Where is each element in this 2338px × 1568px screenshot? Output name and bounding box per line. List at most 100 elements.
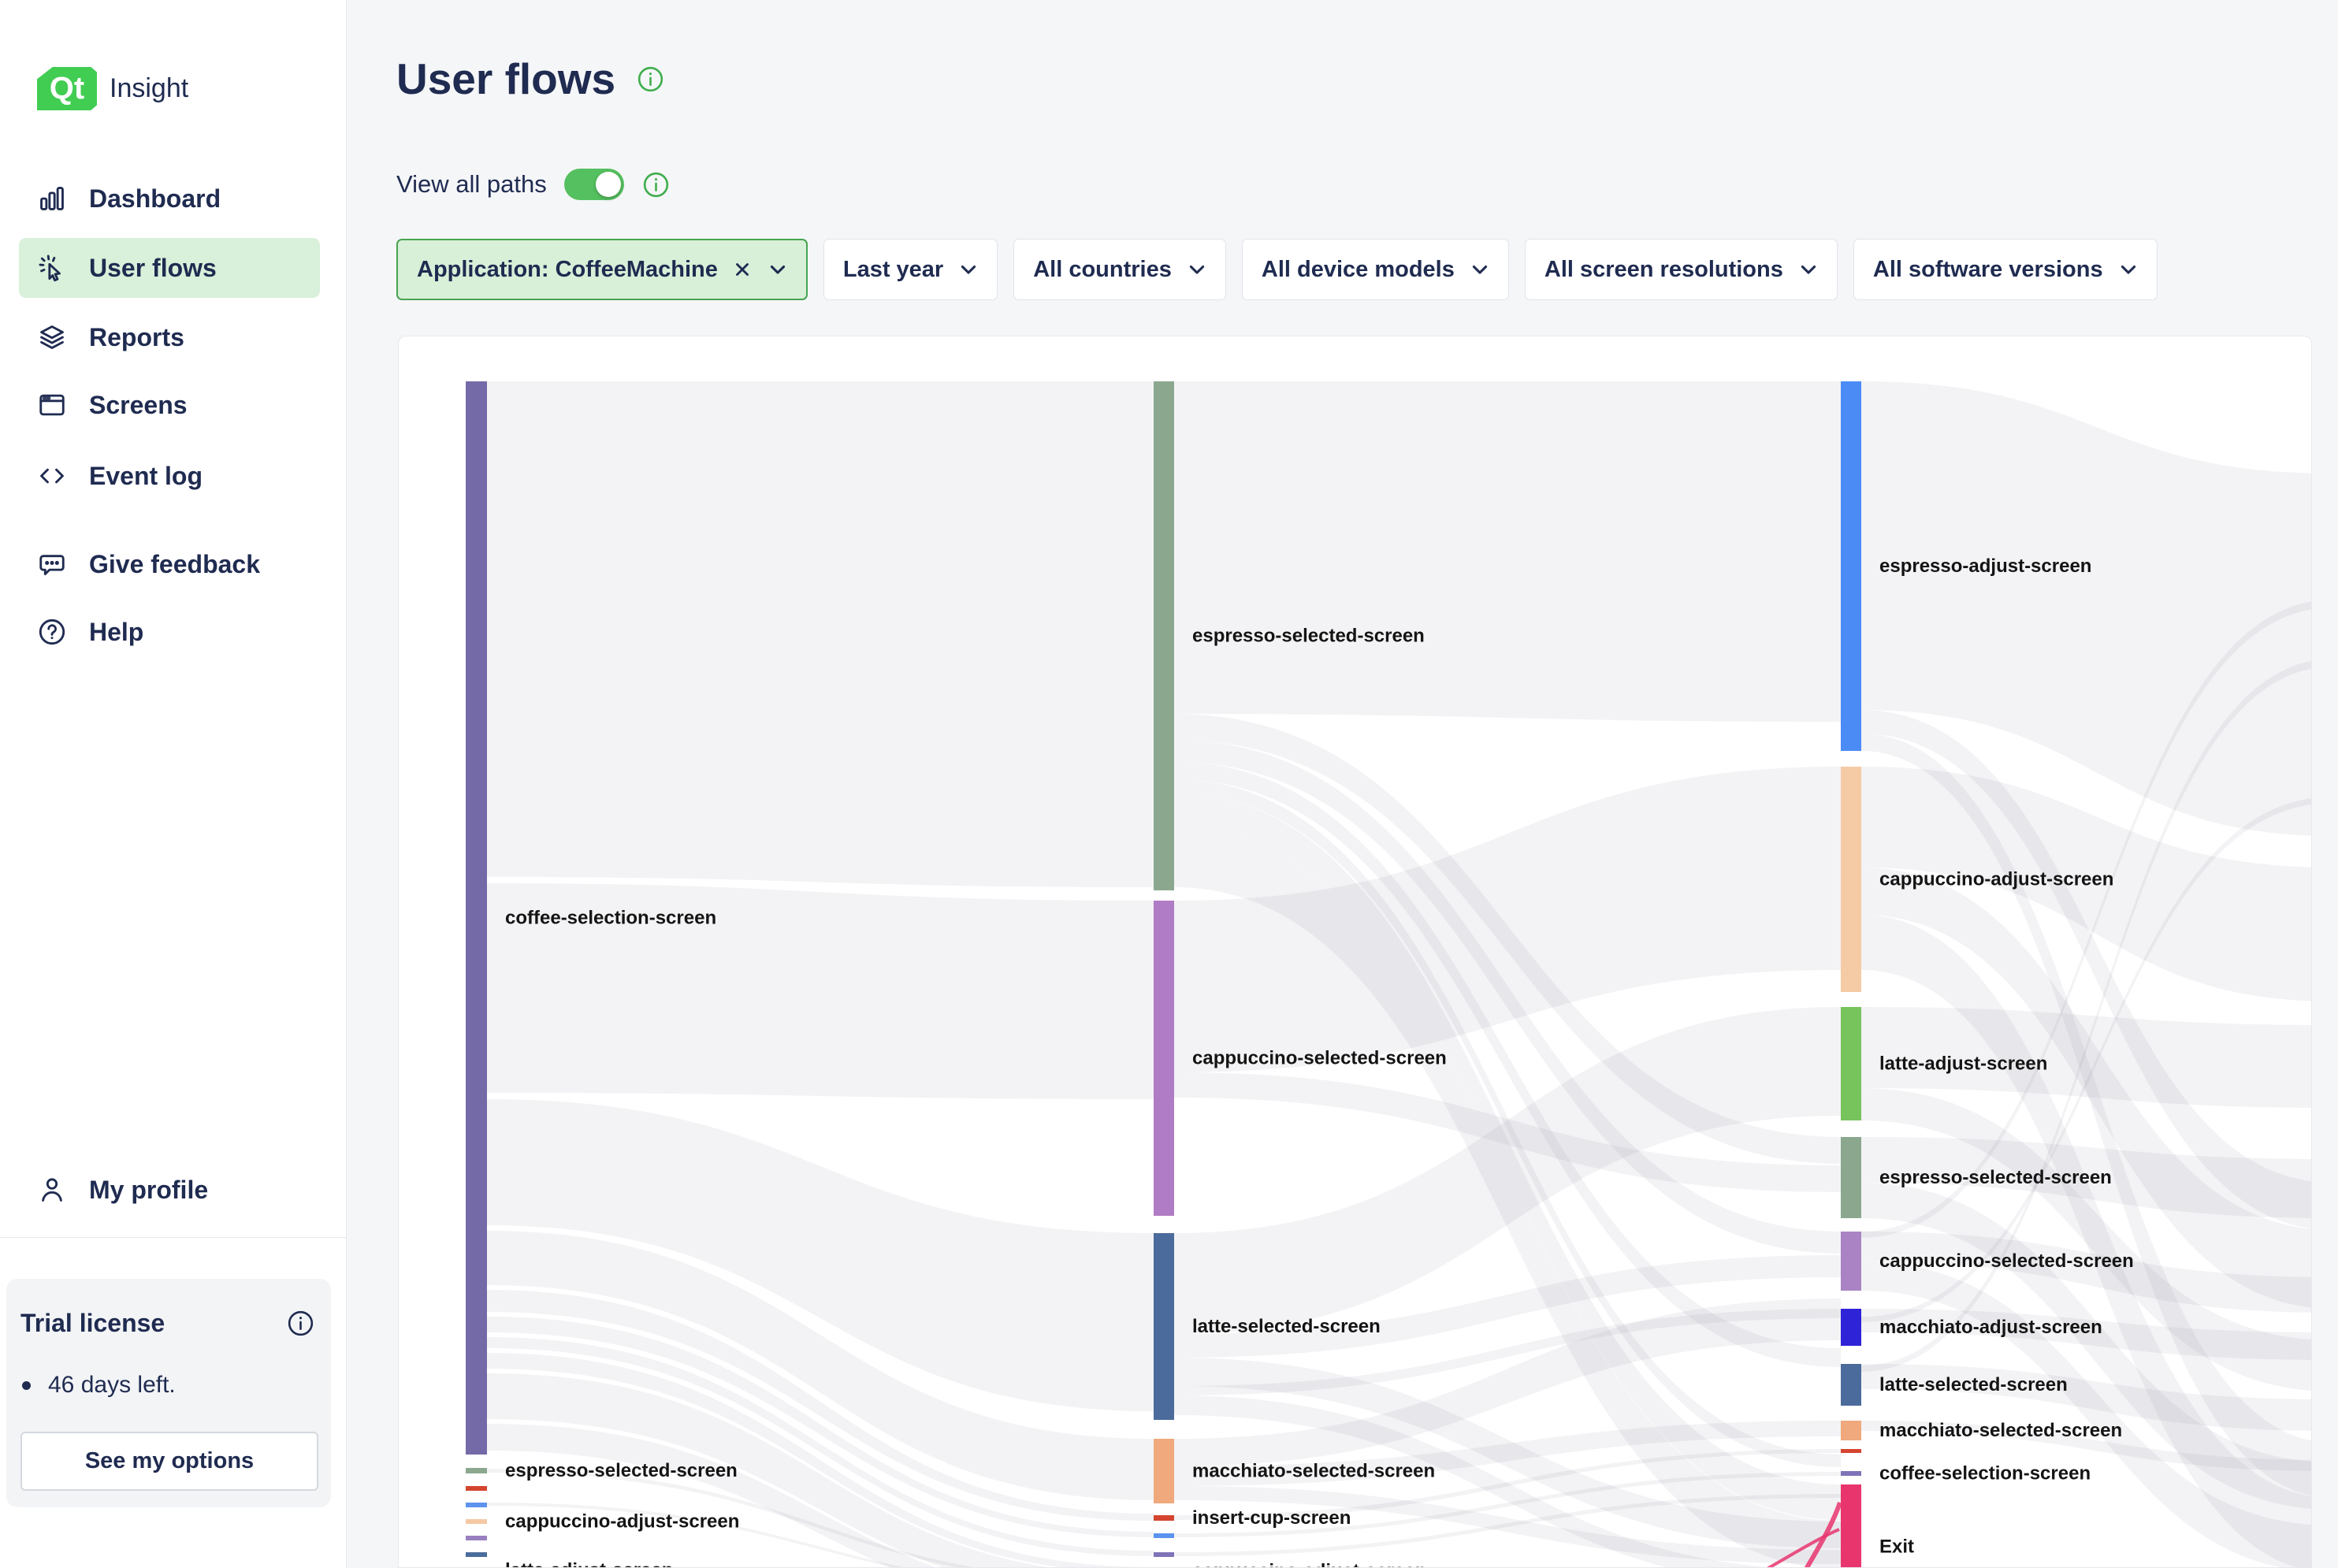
sankey-link[interactable] [487,1373,1154,1568]
sankey-node[interactable] [1841,1421,1861,1440]
sidebar-item-dashboard[interactable]: Dashboard [0,169,347,229]
sankey-link[interactable] [1174,1255,1841,1358]
sankey-link[interactable] [1861,767,2312,1001]
sankey-link[interactable] [1174,1007,1841,1334]
sankey-node-label: latte-adjust-screen [1879,1053,2047,1075]
sankey-node[interactable] [1154,1552,1174,1557]
sankey-link[interactable] [1174,1421,1841,1486]
sankey-link[interactable] [1174,1358,1841,1548]
sankey-link[interactable] [1861,915,2312,1568]
sankey-node-label: cappuccino-adjust-screen [1192,1561,1426,1568]
sankey-link[interactable] [487,1290,1154,1521]
sankey-link[interactable] [1174,1309,1841,1395]
sankey-link[interactable] [1861,1232,2312,1313]
sankey-link[interactable] [487,1424,1154,1568]
sankey-link[interactable] [487,883,1154,1099]
filter-application[interactable]: Application: CoffeeMachine [396,239,808,300]
sankey-node[interactable] [1154,1439,1174,1503]
sankey-link[interactable] [487,1337,1154,1556]
sankey-link[interactable] [487,381,1154,887]
filter-time-range[interactable]: Last year [823,239,998,300]
sankey-node[interactable] [1154,1233,1174,1420]
sidebar-divider [0,1237,347,1238]
sankey-node[interactable] [1841,1232,1861,1291]
chevron-down-icon[interactable] [767,258,789,281]
info-icon[interactable] [286,1309,315,1338]
sankey-link[interactable] [1861,868,2312,1309]
sankey-node[interactable] [1841,1364,1861,1406]
sidebar-item-screens[interactable]: Screens [0,375,347,435]
sankey-node[interactable] [1841,1007,1861,1120]
sankey-link[interactable] [487,1231,1154,1500]
sankey-node[interactable] [1841,1484,1861,1568]
sankey-link[interactable] [1861,1183,2312,1510]
sankey-node[interactable] [1841,381,1861,751]
sidebar-item-help[interactable]: Help [0,602,347,662]
sankey-link[interactable] [1174,1494,1841,1556]
sankey-node[interactable] [466,1486,487,1491]
sankey-link[interactable] [1174,381,1841,722]
chevron-down-icon [1469,258,1491,281]
filter-screen-resolutions[interactable]: All screen resolutions [1524,239,1838,300]
sidebar-item-give-feedback[interactable]: Give feedback [0,534,347,594]
sankey-link[interactable] [1174,1072,1841,1192]
sankey-node[interactable] [1841,1309,1861,1346]
sankey-link[interactable] [1861,1421,2312,1471]
sankey-node[interactable] [1154,1533,1174,1538]
sankey-link[interactable] [1861,1364,2312,1431]
sankey-link[interactable] [1861,710,2312,1230]
sankey-link[interactable] [1174,1449,1841,1520]
sankey-link[interactable] [1174,714,1841,1164]
see-my-options-button[interactable]: See my options [20,1432,318,1491]
sankey-node[interactable] [466,1552,487,1557]
sankey-link[interactable] [487,1317,1154,1537]
sankey-link[interactable] [1174,1395,1841,1568]
sankey-node[interactable] [1841,767,1861,992]
close-icon[interactable] [732,259,753,280]
sidebar-item-event-log[interactable]: Event log [0,446,347,506]
sankey-link[interactable] [1174,793,1841,1520]
sankey-node[interactable] [466,1536,487,1540]
sankey-node[interactable] [466,1468,487,1473]
sankey-link[interactable] [1174,1299,1841,1466]
sankey-node[interactable] [1154,1515,1174,1521]
code-icon [37,461,67,491]
filter-countries[interactable]: All countries [1013,239,1226,300]
sankey-link[interactable] [1174,1472,1841,1537]
sankey-link[interactable] [1861,1309,2312,1360]
sankey-node[interactable] [466,1503,487,1507]
sankey-node[interactable] [1841,1137,1861,1218]
sankey-link[interactable] [1861,1088,2312,1392]
sankey-link[interactable] [1861,381,2312,836]
sankey-link[interactable] [1174,740,1841,1254]
sidebar-item-reports[interactable]: Reports [0,307,347,367]
sidebar-item-my-profile[interactable]: My profile [0,1160,347,1220]
info-icon[interactable] [641,170,671,199]
sankey-link[interactable] [1174,779,1841,1467]
view-all-paths-toggle[interactable] [563,169,624,200]
sankey-link[interactable] [487,1099,1154,1411]
sankey-node[interactable] [1841,1471,1861,1476]
info-icon[interactable] [636,65,665,94]
sankey-link[interactable] [1174,767,1841,1072]
sankey-link[interactable] [487,1469,1154,1568]
brand-name: Insight [110,73,189,103]
sankey-link[interactable] [1174,762,1841,1367]
sankey-link[interactable] [1174,828,1841,1568]
filter-device-models[interactable]: All device models [1241,239,1509,300]
sankey-link[interactable] [1174,1486,1841,1564]
sankey-node[interactable] [466,1519,487,1524]
filter-software-versions[interactable]: All software versions [1853,239,2158,300]
sankey-link[interactable] [1861,1007,2312,1108]
sankey-node[interactable] [1154,901,1174,1216]
sankey-node-label: cappuccino-adjust-screen [1879,869,2113,890]
sankey-node[interactable] [1841,1449,1861,1453]
sankey-link[interactable] [1861,1137,2312,1218]
sidebar-item-user-flows[interactable]: User flows [0,238,347,298]
sankey-link[interactable] [487,1353,1154,1568]
sankey-node[interactable] [1154,381,1174,890]
sankey-node[interactable] [466,381,487,1455]
sankey-link[interactable] [1861,1261,2312,1568]
sankey-diagram[interactable]: coffee-selection-screen espresso-selected… [399,336,2312,1568]
